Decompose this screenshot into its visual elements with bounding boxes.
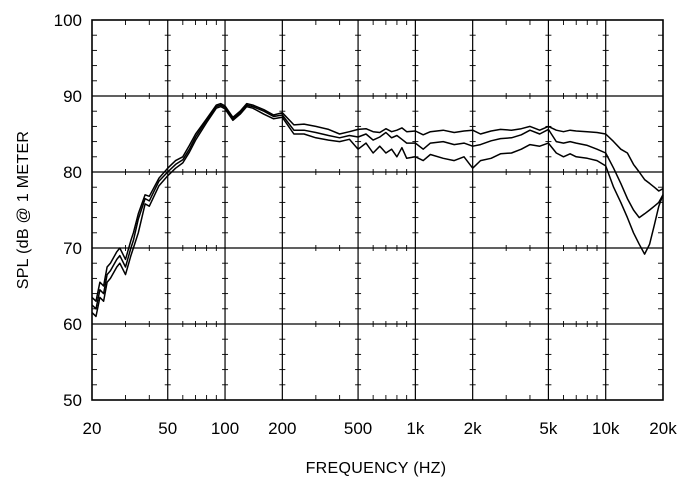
plot-frame — [91, 19, 664, 401]
grid-lines — [92, 20, 663, 400]
x-axis-title: FREQUENCY (HZ) — [306, 460, 447, 477]
series-line-1 — [91, 102, 664, 302]
x-tick-label: 500 — [344, 419, 372, 438]
minor-tick-marks — [92, 20, 663, 400]
y-tick-label: 60 — [63, 315, 82, 334]
series-line-2 — [91, 104, 664, 310]
y-tick-label: 90 — [63, 87, 82, 106]
x-tick-label: 100 — [211, 419, 239, 438]
y-tick-label: 80 — [63, 163, 82, 182]
x-tick-label: 2k — [464, 419, 482, 438]
x-tick-label: 1k — [406, 419, 424, 438]
series-layer — [91, 102, 664, 318]
x-tick-label: 50 — [158, 419, 177, 438]
x-tick-label: 10k — [592, 419, 620, 438]
y-tick-label: 50 — [63, 391, 82, 410]
x-tick-label: 5k — [539, 419, 557, 438]
x-tick-labels: 20 50 100 200 500 1k 2k 5k 10k 20k — [83, 419, 678, 438]
y-axis-title: SPL (dB @ 1 METER — [15, 131, 32, 290]
y-tick-label: 100 — [54, 11, 82, 30]
series-line-3 — [91, 105, 664, 318]
y-tick-labels: 50 60 70 80 90 100 — [54, 11, 82, 410]
x-tick-label: 20k — [649, 419, 677, 438]
x-tick-label: 20 — [83, 419, 102, 438]
y-tick-label: 70 — [63, 239, 82, 258]
x-tick-label: 200 — [268, 419, 296, 438]
